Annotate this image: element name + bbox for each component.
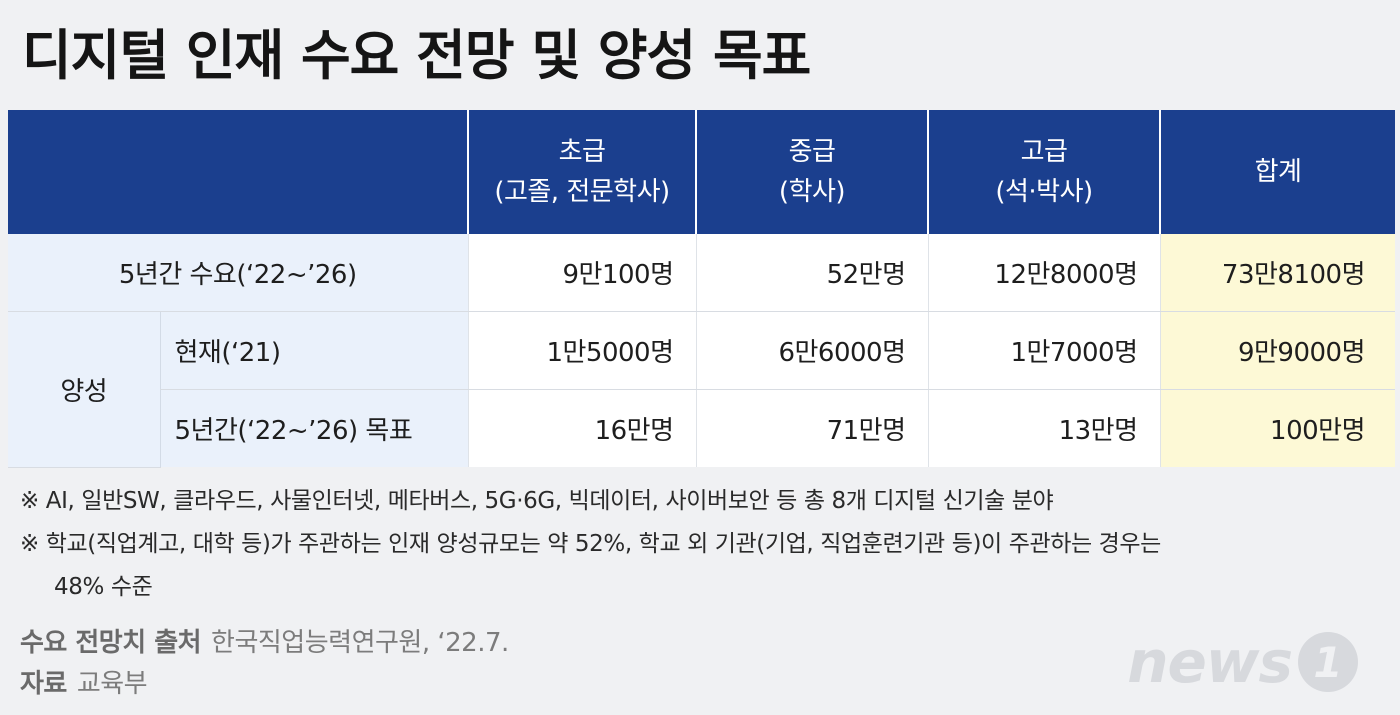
footnote-2: ※ 학교(직업계고, 대학 등)가 주관하는 인재 양성규모는 약 52%, 학… [20, 531, 1161, 557]
source-label: 수요 전망치 출처 [20, 628, 202, 658]
news1-logo: news 1 [1127, 630, 1360, 694]
credit-line: 자료 교육부 [20, 664, 148, 704]
row-label-demand: 5년간 수요(‘22~’26) [8, 234, 468, 312]
header-corner [8, 110, 468, 234]
cell-target-advanced: 13만명 [927, 389, 1160, 467]
header-beginner-title: 초급 [558, 137, 606, 167]
header-advanced: 고급 (석·박사) [927, 110, 1160, 234]
cell-current-beginner: 1만5000명 [467, 311, 696, 390]
cell-demand-total: 73만8100명 [1159, 234, 1395, 312]
row-label-current: 현재(‘21) [159, 311, 468, 390]
header-total: 합계 [1159, 110, 1395, 234]
footnotes: ※ AI, 일반SW, 클라우드, 사물인터넷, 메타버스, 5G·6G, 빅데… [20, 480, 1380, 609]
header-beginner: 초급 (고졸, 전문학사) [467, 110, 696, 234]
logo-wordmark: news [1127, 628, 1293, 696]
cell-current-intermediate: 6만6000명 [695, 311, 928, 390]
data-table: 초급 (고졸, 전문학사) 중급 (학사) 고급 (석·박사) 합계 5년간 수… [8, 110, 1395, 468]
cell-current-total: 9만9000명 [1159, 311, 1395, 390]
logo-one-icon: 1 [1298, 632, 1358, 692]
header-advanced-sub: (석·박사) [995, 177, 1093, 207]
cell-demand-advanced: 12만8000명 [927, 234, 1160, 312]
cell-target-total: 100만명 [1159, 389, 1395, 467]
header-advanced-title: 고급 [1020, 137, 1068, 167]
cell-demand-intermediate: 52만명 [695, 234, 928, 312]
row-label-target: 5년간(‘22~’26) 목표 [159, 389, 468, 467]
page-title: 디지털 인재 수요 전망 및 양성 목표 [22, 24, 811, 87]
cell-target-beginner: 16만명 [467, 389, 696, 467]
source-line: 수요 전망치 출처 한국직업능력연구원, ‘22.7. [20, 623, 509, 663]
table-row-current: 양성 현재(‘21) 1만5000명 6만6000명 1만7000명 9만900… [8, 311, 1395, 468]
header-row: 초급 (고졸, 전문학사) 중급 (학사) 고급 (석·박사) 합계 [8, 110, 1395, 234]
svg-text:1: 1 [1313, 638, 1342, 687]
credit-label: 자료 [20, 669, 67, 699]
row-group-training: 양성 [8, 311, 160, 468]
footnote-1: ※ AI, 일반SW, 클라우드, 사물인터넷, 메타버스, 5G·6G, 빅데… [20, 488, 1054, 514]
header-intermediate-title: 중급 [788, 137, 836, 167]
footnote-2-cont: 48% 수준 [54, 574, 153, 600]
header-intermediate-sub: (학사) [778, 177, 846, 207]
header-total-title: 합계 [1254, 157, 1302, 187]
cell-demand-beginner: 9만100명 [467, 234, 696, 312]
credit-value: 교육부 [76, 669, 148, 699]
header-beginner-sub: (고졸, 전문학사) [494, 177, 670, 207]
table-row-target: 5년간(‘22~’26) 목표 16만명 71만명 13만명 100만명 [8, 389, 1395, 467]
header-intermediate: 중급 (학사) [695, 110, 928, 234]
table-row-demand: 5년간 수요(‘22~’26) 9만100명 52만명 12만8000명 73만… [8, 234, 1395, 312]
source-value: 한국직업능력연구원, ‘22.7. [211, 628, 509, 658]
cell-target-intermediate: 71만명 [695, 389, 928, 467]
cell-current-advanced: 1만7000명 [927, 311, 1160, 390]
